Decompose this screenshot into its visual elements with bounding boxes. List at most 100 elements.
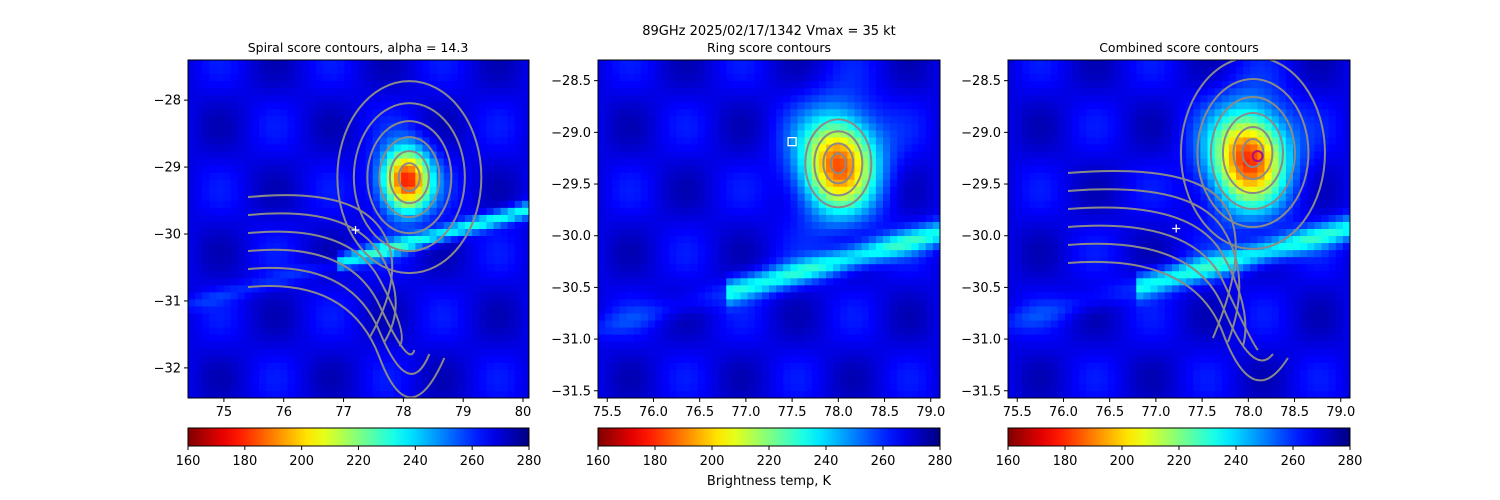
colorbar-tick-label: 280 [517,454,542,469]
suptitle: 89GHz 2025/02/17/1342 Vmax = 35 kt [642,24,896,39]
y-tick-label: −28.5 [961,74,1001,89]
panel-title: Combined score contours [1099,40,1259,55]
x-tick-label: 78 [395,405,412,420]
x-tick-label: 79.0 [1326,405,1355,420]
y-tick-label: −28.5 [551,74,591,89]
contour-line [1241,138,1265,169]
center-circle-marker [1251,150,1264,163]
center-plus-marker [351,226,360,235]
y-tick-label: −28 [154,94,181,109]
colorbar-tick-label: 160 [586,454,611,469]
colorbar: 160 180 200 220 240 260 280 [586,427,953,469]
colorbar-tick-label: 220 [757,454,782,469]
panel-combined: Combined score contours 75.5 76.0 76.5 77.0… [961,40,1362,469]
contour-line [336,80,483,275]
contour-line [813,130,864,197]
y-tick-label: −30 [154,228,181,243]
colorbar-bar [1007,427,1351,447]
panel-ring: Ring score contours 75.5 76.0 76.5 77.0 77.5… [551,40,952,489]
x-tick-label: 76 [275,405,292,420]
y-tick-label: −30.0 [961,229,1001,244]
axes: 75.5 76.0 76.5 77.0 77.5 78.0 78.5 79.0 −28.5 −29… [961,59,1355,420]
x-tick-label: 75.5 [1003,405,1032,420]
x-tick-label: 77.0 [1141,405,1170,420]
contour-line [388,150,430,205]
colorbar-tick-label: 200 [1110,454,1135,469]
x-tick-label: 76.5 [685,405,714,420]
colorbar-tick-label: 260 [460,454,485,469]
score-contours [247,80,483,398]
colorbar-tick-label: 240 [814,454,839,469]
x-tick-label: 77.0 [731,405,760,420]
contour-line [804,118,873,209]
contour-line [352,102,466,253]
contour-line [1232,126,1274,181]
panel-title: Spiral score contours, alpha = 14.3 [248,40,469,55]
colorbar-tick-label: 260 [871,454,896,469]
y-tick-label: −29.5 [961,178,1001,193]
contour-line [1221,112,1284,195]
colorbar-tick-label: 180 [1053,454,1078,469]
y-tick-label: −30.5 [961,281,1001,296]
colorbar-tick-label: 180 [232,454,257,469]
colorbar-tick-label: 160 [176,454,201,469]
contour-line [397,162,421,193]
axes-frame [1007,59,1351,399]
score-contours [804,118,873,209]
axes-frame [597,59,941,399]
contour-line [822,142,855,185]
plot-area [188,60,529,398]
x-tick-label: 77.5 [778,405,807,420]
colorbar-tick-label: 220 [346,454,371,469]
colorbar-tick-label: 280 [928,454,953,469]
colorbar: 160 180 200 220 240 260 280 [996,427,1363,469]
y-tick-label: −31.5 [551,384,591,399]
x-tick-label: 76.0 [639,405,668,420]
contour-line [247,266,431,375]
brightness-field [1008,60,1350,398]
contour-line [1067,206,1247,347]
contour-line [1209,96,1296,211]
colorbar-tick-label: 180 [643,454,668,469]
colorbar-tick-label: 240 [403,454,428,469]
y-tick-label: −31.0 [551,333,591,348]
colorbar-bar [597,427,941,447]
plot-area [1008,60,1350,398]
panel-title: Ring score contours [707,40,831,55]
colorbar-tick-label: 200 [700,454,725,469]
contour-line [247,230,403,347]
axes-frame [187,59,530,399]
y-tick-label: −29.0 [961,126,1001,141]
contour-line [1067,188,1241,343]
x-tick-label: 80 [515,405,532,420]
x-tick-label: 77 [335,405,352,420]
x-tick-label: 79.0 [916,405,945,420]
x-tick-label: 78.5 [870,405,899,420]
x-tick-label: 78.5 [1280,405,1309,420]
axes: 75 76 77 78 79 80 −28 −29 −30 −31 −32 [154,59,532,420]
y-tick-label: −29.5 [551,178,591,193]
brightness-field [598,60,940,398]
colorbar-tick-label: 240 [1224,454,1249,469]
colorbar-tick-label: 260 [1281,454,1306,469]
y-tick-label: −31.0 [961,333,1001,348]
contour-line [378,136,441,219]
axes: 75.5 76.0 76.5 77.0 77.5 78.0 78.5 79.0 −28.5 −29… [551,59,945,420]
y-tick-label: −30.5 [551,281,591,296]
colorbar-label: Brightness temp, K [707,474,832,489]
contour-line [247,285,446,398]
x-tick-label: 78.0 [1234,405,1263,420]
colorbar-tick-label: 280 [1338,454,1363,469]
y-tick-label: −29.0 [551,126,591,141]
brightness-field [188,60,529,398]
colorbar-tick-label: 220 [1167,454,1192,469]
x-tick-label: 78.0 [824,405,853,420]
y-tick-label: −31 [154,294,181,309]
contour-line [1179,60,1326,250]
colorbar-bar [187,427,530,447]
contour-line [1196,78,1310,229]
x-tick-label: 76.5 [1095,405,1124,420]
center-square-marker [787,137,797,147]
contour-line [829,152,847,175]
